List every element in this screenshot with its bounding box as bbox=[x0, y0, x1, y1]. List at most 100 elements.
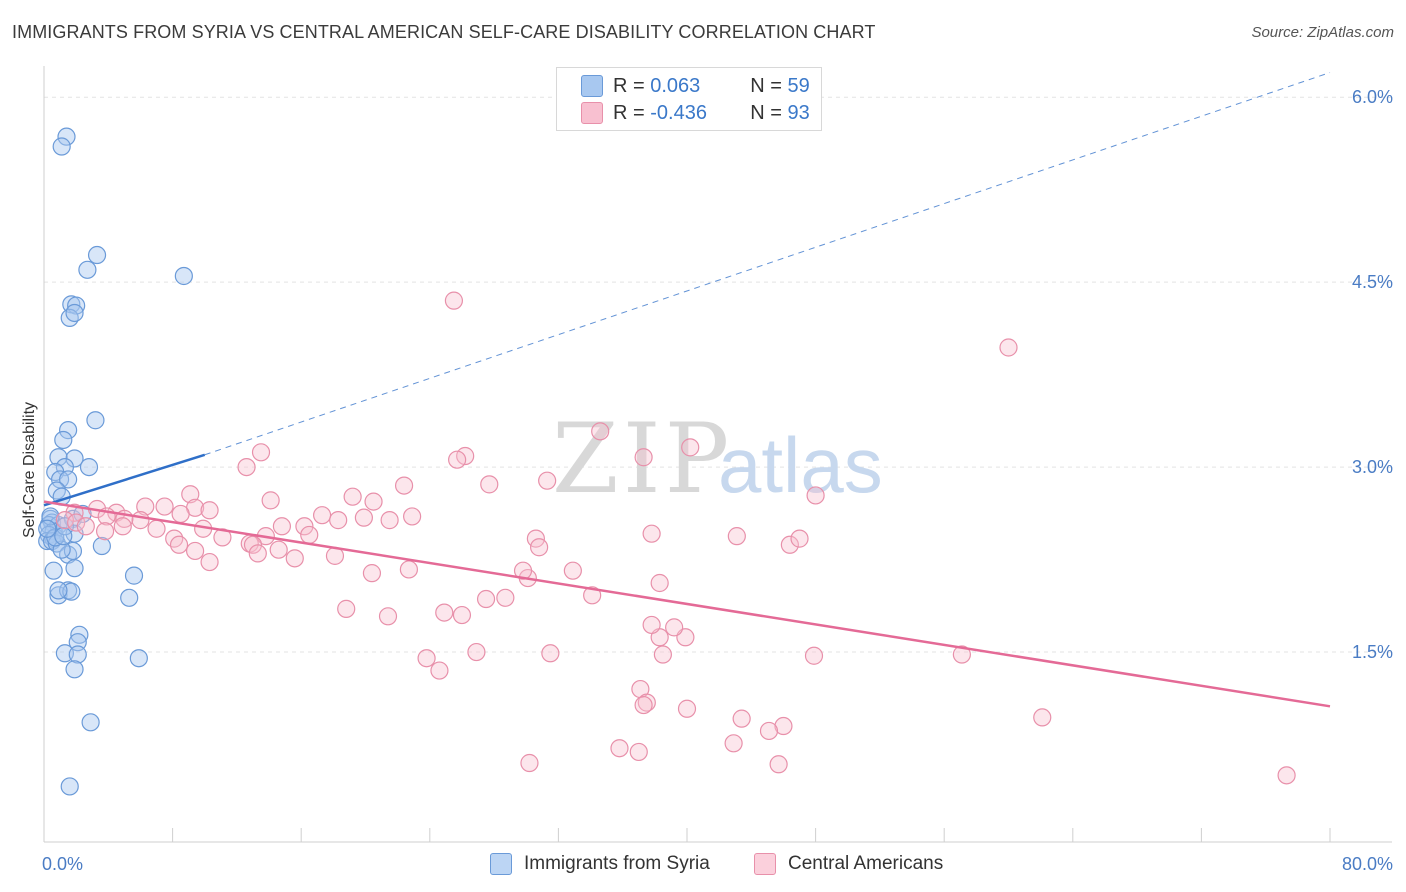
central-point bbox=[417, 649, 436, 668]
syria-point bbox=[65, 559, 84, 578]
central-point bbox=[444, 291, 464, 310]
central-point bbox=[634, 695, 653, 715]
y-tick-label: 4.5% bbox=[1352, 272, 1393, 292]
central-point bbox=[496, 588, 515, 607]
central-point bbox=[642, 524, 661, 543]
legend-n-value: 93 bbox=[787, 101, 810, 124]
legend-row-central: R = -0.436 N = 93 bbox=[581, 101, 810, 125]
central-point bbox=[95, 522, 115, 541]
central-point bbox=[364, 492, 383, 511]
central-point bbox=[806, 486, 825, 505]
x-tick-label: 0.0% bbox=[42, 854, 83, 874]
central-point bbox=[665, 618, 684, 637]
central-point bbox=[362, 564, 382, 583]
central-point bbox=[677, 699, 697, 718]
central-point bbox=[113, 517, 132, 536]
central-point bbox=[591, 422, 610, 441]
legend-r-value: 0.063 bbox=[650, 74, 701, 97]
central-point bbox=[780, 535, 799, 554]
central-point bbox=[378, 607, 398, 626]
central-point bbox=[261, 491, 280, 510]
central-point bbox=[467, 642, 486, 662]
syria-point bbox=[174, 266, 193, 286]
grid-lines bbox=[44, 96, 1392, 653]
axes bbox=[43, 66, 1392, 843]
central-point bbox=[147, 519, 166, 538]
central-point bbox=[634, 448, 653, 467]
syria-point bbox=[57, 127, 76, 146]
bottom-legend-label-central: Central Americans bbox=[788, 853, 944, 874]
central-point bbox=[804, 646, 824, 665]
central-point bbox=[272, 517, 292, 536]
x-tick-label: 80.0% bbox=[1342, 854, 1393, 874]
legend-r-label: R = bbox=[613, 74, 645, 97]
syria-point bbox=[55, 644, 74, 663]
central-point bbox=[681, 438, 700, 457]
central-point bbox=[732, 709, 751, 728]
syria-points bbox=[38, 127, 193, 796]
central-point bbox=[399, 560, 419, 579]
central-point bbox=[295, 517, 314, 536]
central-point bbox=[248, 544, 267, 563]
syria-trend-extension bbox=[204, 72, 1331, 456]
central-point bbox=[155, 497, 174, 516]
syria-point bbox=[86, 411, 105, 430]
central-point bbox=[759, 721, 779, 741]
legend: R = 0.063 N = 59 R = -0.436 N = 93 bbox=[556, 67, 822, 131]
bottom-legend-swatch-syria bbox=[490, 853, 512, 875]
legend-n-label: N = bbox=[750, 101, 782, 124]
central-point bbox=[243, 535, 263, 554]
syria-point bbox=[44, 561, 63, 580]
bottom-legend-swatch-central bbox=[754, 853, 776, 875]
syria-point bbox=[65, 660, 84, 679]
legend-row-syria: R = 0.063 N = 59 bbox=[581, 74, 810, 98]
y-tick-label: 6.0% bbox=[1352, 87, 1393, 107]
central-point bbox=[329, 511, 348, 530]
central-point bbox=[169, 535, 189, 554]
bottom-legend-label-syria: Immigrants from Syria bbox=[524, 853, 710, 874]
central-point bbox=[171, 504, 190, 524]
legend-swatch-syria bbox=[581, 75, 603, 97]
central-point bbox=[650, 573, 669, 593]
central-point bbox=[237, 458, 256, 477]
central-points bbox=[55, 291, 1296, 785]
central-point bbox=[480, 475, 499, 494]
syria-point bbox=[59, 421, 78, 440]
central-point bbox=[337, 599, 356, 618]
central-point bbox=[563, 561, 582, 580]
chart-title: IMMIGRANTS FROM SYRIA VS CENTRAL AMERICA… bbox=[12, 22, 876, 42]
syria-point bbox=[129, 649, 148, 668]
central-point bbox=[165, 529, 184, 548]
central-point bbox=[541, 644, 560, 663]
syria-point bbox=[70, 625, 89, 644]
central-point bbox=[1277, 766, 1296, 785]
syria-point bbox=[47, 481, 66, 500]
central-trend-line bbox=[43, 500, 1331, 708]
syria-point bbox=[62, 582, 81, 601]
watermark: ZIP atlas bbox=[552, 403, 883, 515]
central-point bbox=[637, 693, 656, 712]
syria-point bbox=[124, 566, 144, 585]
central-point bbox=[181, 485, 200, 504]
central-point bbox=[131, 511, 150, 530]
central-point bbox=[394, 476, 414, 495]
central-point bbox=[653, 645, 672, 664]
central-point bbox=[538, 471, 557, 490]
syria-point bbox=[68, 645, 87, 664]
syria-point bbox=[120, 588, 139, 607]
syria-point bbox=[81, 713, 100, 732]
syria-point bbox=[68, 633, 87, 652]
central-point bbox=[430, 661, 449, 680]
bottom-legend-central: Central Americans bbox=[754, 850, 943, 878]
syria-point bbox=[54, 430, 73, 450]
central-point bbox=[200, 501, 219, 520]
source-label: Source: ZipAtlas.com bbox=[1251, 24, 1394, 41]
y-tick-label: 1.5% bbox=[1352, 642, 1393, 662]
central-point bbox=[136, 497, 155, 516]
watermark-zip: ZIP bbox=[552, 403, 733, 515]
central-point bbox=[1033, 708, 1052, 727]
trend-lines bbox=[43, 72, 1331, 708]
central-point bbox=[343, 487, 362, 506]
syria-point bbox=[92, 536, 111, 556]
syria-point bbox=[47, 534, 66, 553]
